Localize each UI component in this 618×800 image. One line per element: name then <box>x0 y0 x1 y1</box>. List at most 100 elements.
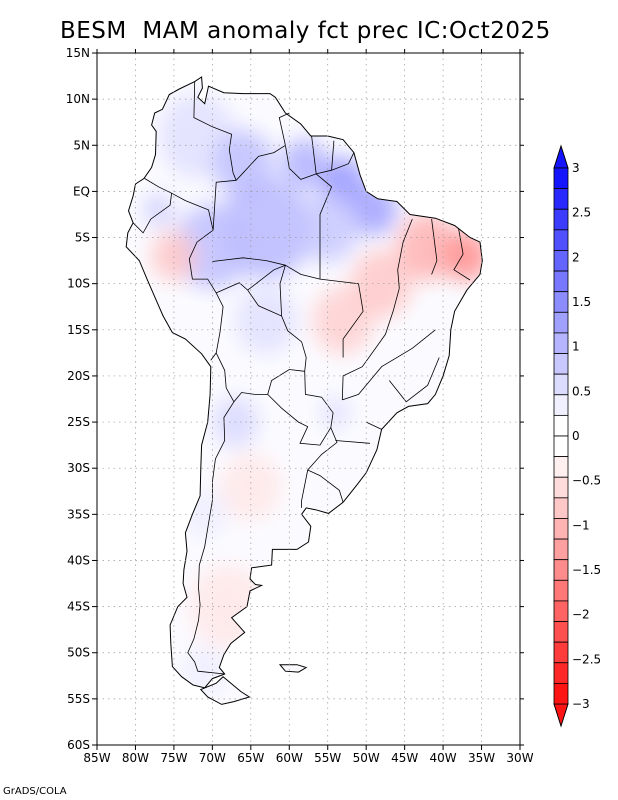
anomaly-blob <box>181 645 228 697</box>
border-line <box>215 352 305 403</box>
anomaly-blob <box>235 286 297 355</box>
anomaly-blob <box>143 192 174 227</box>
border-line <box>267 394 332 446</box>
border-line <box>188 229 224 361</box>
lon-label: 75W <box>160 751 187 765</box>
colorbar-swatch <box>553 353 569 375</box>
lat-label: 50S <box>67 646 90 660</box>
colorbar-swatch <box>553 662 569 684</box>
lon-label: 50W <box>353 751 380 765</box>
border-line <box>235 112 290 181</box>
colorbar-swatch <box>553 394 569 416</box>
lon-label: 40W <box>430 751 457 765</box>
colorbar-label: 2.5 <box>572 206 591 220</box>
colorbar-swatch <box>553 332 569 354</box>
lat-label: 5N <box>73 138 90 152</box>
colorbar-swatch <box>553 208 569 231</box>
lat-label: 15S <box>67 323 90 337</box>
colorbar-top-arrow <box>553 144 569 169</box>
border-line <box>341 288 400 400</box>
border-line <box>315 173 333 280</box>
lon-label: 45W <box>391 751 418 765</box>
lat-label: 10N <box>66 92 90 106</box>
lon-label: 80W <box>122 751 149 765</box>
lon-label: 35W <box>468 751 495 765</box>
axis-ticks <box>92 49 524 750</box>
colorbar-swatch <box>553 538 569 561</box>
colorbar-swatch <box>553 456 569 478</box>
colorbar-label: −0.5 <box>572 474 601 488</box>
colorbar-swatch <box>553 291 569 313</box>
border-line <box>319 278 364 358</box>
anomaly-blob <box>220 452 282 521</box>
border-line <box>212 257 286 266</box>
anomaly-blob <box>443 230 483 282</box>
anomaly-blob <box>150 230 197 282</box>
colorbar-label: −2 <box>572 608 590 622</box>
border-line <box>335 440 371 444</box>
anomaly-blob <box>296 194 359 263</box>
lon-label: 85W <box>83 751 110 765</box>
lat-label: 60S <box>67 738 90 752</box>
colorbar-swatch <box>553 682 569 705</box>
lat-label: 15N <box>66 46 90 60</box>
lat-label: 40S <box>67 553 90 567</box>
colorbar-swatch <box>553 579 569 602</box>
latitude-labels: 15N 10N 5N EQ 5S 10S 15S 20S 25S 30S 35S 40S 45S 50S 5… <box>66 46 90 752</box>
anomaly-blob <box>181 488 228 540</box>
colorbar-swatch <box>553 435 569 458</box>
lon-label: 30W <box>506 751 533 765</box>
anomaly-blob <box>189 564 267 649</box>
gridlines <box>97 53 520 745</box>
colorbar-swatch <box>553 641 569 664</box>
border-line <box>431 219 438 275</box>
colorbar-labels: 3 2.5 2 1.5 1 0.5 0 −0.5 −1 −1.5 −2 −2.5 −3 <box>572 161 601 711</box>
colorbar-swatch <box>553 476 569 499</box>
footer-credit: GrADS/COLA <box>3 786 67 797</box>
colorbar <box>553 144 569 728</box>
colorbar-swatch <box>553 559 569 581</box>
colorbar-swatch <box>553 270 569 293</box>
border-line <box>304 371 334 428</box>
colorbar-swatch <box>553 518 569 540</box>
border-line <box>388 357 440 403</box>
lat-label: 5S <box>75 231 90 245</box>
colorbar-swatch <box>553 621 569 643</box>
anomaly-blob <box>281 138 328 190</box>
colorbar-label: −1 <box>572 518 590 532</box>
colorbar-swatch <box>553 188 569 210</box>
colorbar-label: −3 <box>572 697 590 711</box>
lon-label: 65W <box>237 751 264 765</box>
border-line <box>397 218 413 289</box>
lat-label: 35S <box>67 507 90 521</box>
colorbar-label: −1.5 <box>572 563 601 577</box>
colorbar-swatch <box>553 414 569 437</box>
lon-label: 70W <box>199 751 226 765</box>
border-line <box>193 81 237 181</box>
lat-label: 30S <box>67 461 90 475</box>
lat-label: 45S <box>67 600 90 614</box>
colorbar-swatch <box>553 229 569 251</box>
border-line <box>366 421 382 430</box>
anomaly-blob <box>312 286 374 355</box>
lat-label: 20S <box>67 369 90 383</box>
lat-label: 25S <box>67 415 90 429</box>
border-line <box>453 228 471 281</box>
colorbar-label: 1.5 <box>572 295 591 309</box>
anomaly-blob <box>320 395 351 430</box>
colorbar-label: 3 <box>572 161 580 175</box>
colorbar-swatch <box>553 373 569 396</box>
colorbar-swatch <box>553 250 569 272</box>
lat-label: 55S <box>67 692 90 706</box>
border-line <box>144 178 237 231</box>
map-frame <box>96 52 521 746</box>
border-line <box>187 401 235 675</box>
country-borders <box>132 81 471 675</box>
lat-label: EQ <box>73 184 90 198</box>
colorbar-swatch <box>553 167 569 190</box>
lon-label: 55W <box>314 751 341 765</box>
longitude-labels: 85W 80W 75W 70W 65W 60W 55W 50W 45W 40W 35W 30W <box>83 751 533 765</box>
coastline <box>125 76 483 705</box>
border-line <box>342 329 436 401</box>
